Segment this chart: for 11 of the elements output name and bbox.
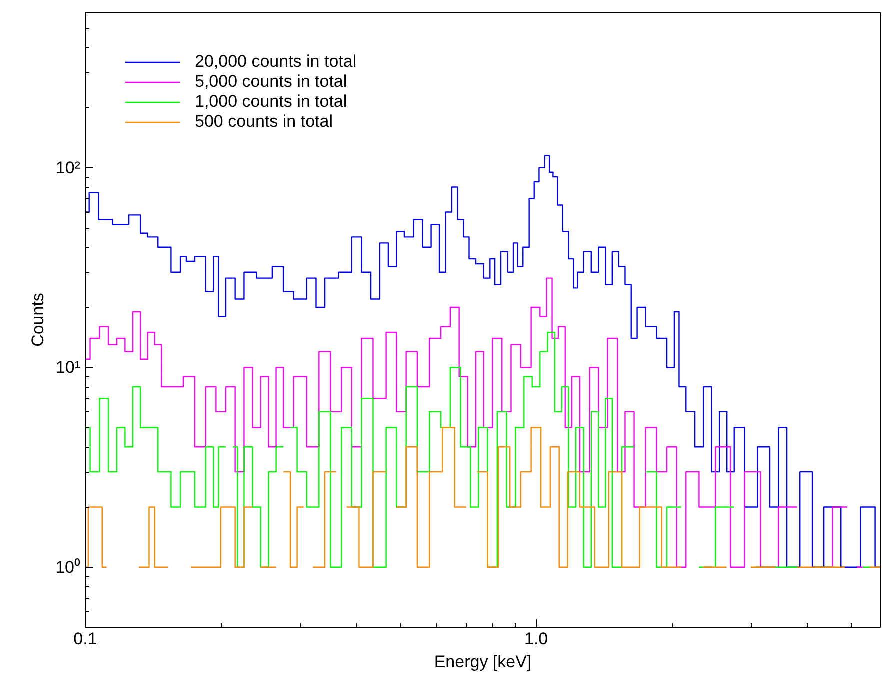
legend-label: 20,000 counts in total [195,52,357,72]
x-tick-label: 0.1 [74,630,98,648]
x-axis-title: Energy [keV] [434,652,532,672]
legend-label: 5,000 counts in total [195,72,348,92]
y-axis-title: Counts [28,293,48,347]
y-tick-label: 10¹ [56,358,81,378]
y-tick-label: 10⁰ [56,558,81,577]
x-tick-label: 1.0 [524,630,548,648]
legend-label: 1,000 counts in total [195,92,348,112]
y-tick-label: 10² [56,158,81,178]
legend-label: 500 counts in total [195,112,333,132]
